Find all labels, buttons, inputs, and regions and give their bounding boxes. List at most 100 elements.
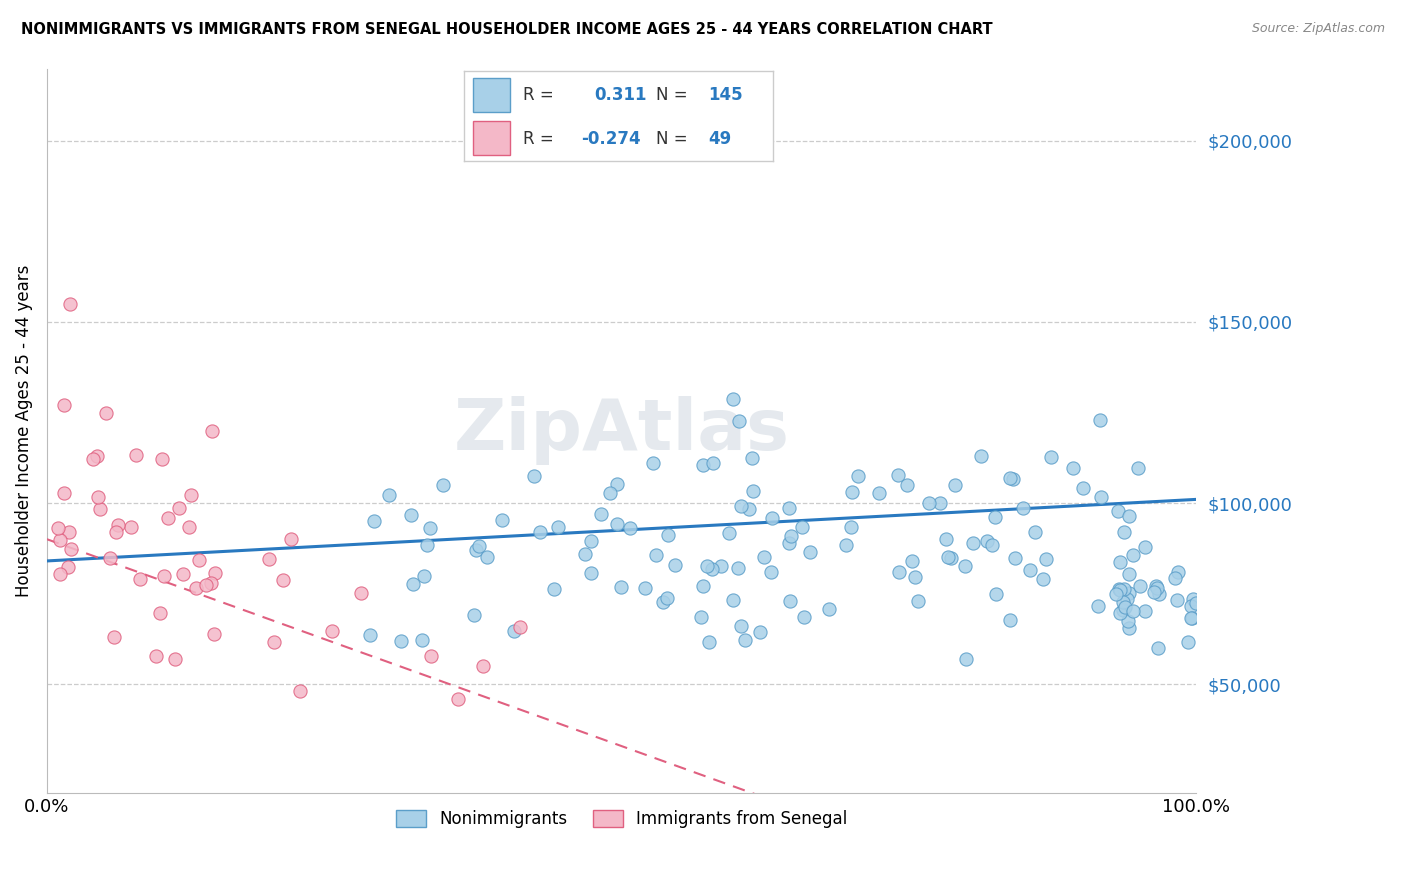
- Point: [690, 610, 713, 624]
- Text: NONIMMIGRANTS VS IMMIGRANTS FROM SENEGAL HOUSEHOLDER INCOME AGES 25 - 44 YEARS C: NONIMMIGRANTS VS IMMIGRANTS FROM SENEGAL…: [21, 22, 993, 37]
- Text: R =: R =: [523, 86, 554, 103]
- Point: [120, 520, 142, 534]
- Point: [697, 635, 720, 649]
- Point: [1144, 579, 1167, 593]
- Point: [1118, 566, 1140, 581]
- Point: [1181, 611, 1204, 625]
- Point: [472, 659, 495, 673]
- Point: [645, 548, 668, 562]
- Point: [1011, 500, 1033, 515]
- Point: [321, 624, 343, 638]
- Point: [1166, 593, 1188, 607]
- Point: [779, 536, 801, 550]
- Text: N =: N =: [655, 86, 688, 103]
- Point: [1114, 582, 1136, 597]
- Point: [204, 566, 226, 580]
- Point: [710, 559, 733, 574]
- Point: [201, 425, 224, 439]
- Point: [998, 470, 1021, 484]
- Point: [1004, 550, 1026, 565]
- Text: 49: 49: [709, 130, 731, 148]
- Point: [447, 692, 470, 706]
- Point: [1108, 582, 1130, 596]
- Point: [464, 542, 486, 557]
- Point: [664, 558, 686, 572]
- Point: [1129, 579, 1152, 593]
- Point: [1177, 635, 1199, 649]
- Point: [818, 601, 841, 615]
- Point: [841, 520, 863, 534]
- Text: R =: R =: [523, 130, 554, 148]
- Point: [468, 539, 491, 553]
- Point: [727, 561, 749, 575]
- Point: [1035, 551, 1057, 566]
- Point: [195, 578, 218, 592]
- Point: [463, 607, 485, 622]
- Point: [1133, 604, 1156, 618]
- Point: [799, 544, 821, 558]
- Point: [939, 551, 962, 566]
- Text: Source: ZipAtlas.com: Source: ZipAtlas.com: [1251, 22, 1385, 36]
- Point: [928, 496, 950, 510]
- Point: [273, 573, 295, 587]
- Point: [401, 508, 423, 523]
- Point: [790, 520, 813, 534]
- Point: [107, 518, 129, 533]
- Point: [589, 507, 612, 521]
- Point: [1115, 592, 1137, 607]
- Text: ZipAtlas: ZipAtlas: [454, 396, 790, 465]
- Point: [752, 550, 775, 565]
- Point: [761, 511, 783, 525]
- Point: [59, 297, 82, 311]
- Point: [619, 521, 641, 535]
- Point: [655, 591, 678, 606]
- Point: [1122, 548, 1144, 562]
- Point: [153, 568, 176, 582]
- Point: [741, 451, 763, 466]
- Point: [149, 607, 172, 621]
- Point: [509, 620, 531, 634]
- Point: [896, 478, 918, 492]
- Point: [82, 451, 104, 466]
- Point: [1147, 587, 1170, 601]
- Point: [180, 488, 202, 502]
- Point: [1107, 503, 1129, 517]
- Point: [1146, 582, 1168, 596]
- Point: [846, 469, 869, 483]
- Point: [378, 488, 401, 502]
- Point: [778, 501, 800, 516]
- Point: [953, 559, 976, 574]
- Point: [935, 532, 957, 546]
- Point: [1116, 615, 1139, 629]
- Point: [1040, 450, 1063, 464]
- Point: [1118, 586, 1140, 600]
- Point: [692, 579, 714, 593]
- Point: [96, 406, 118, 420]
- Text: 145: 145: [709, 86, 742, 103]
- Point: [56, 559, 79, 574]
- Point: [145, 648, 167, 663]
- Point: [721, 593, 744, 607]
- Point: [415, 538, 437, 552]
- Point: [900, 554, 922, 568]
- Point: [887, 566, 910, 580]
- Point: [419, 648, 441, 663]
- Point: [579, 566, 602, 581]
- Point: [606, 477, 628, 491]
- Point: [259, 551, 281, 566]
- Point: [1071, 481, 1094, 495]
- Point: [1182, 592, 1205, 607]
- Point: [692, 458, 714, 472]
- Point: [834, 538, 856, 552]
- Point: [172, 566, 194, 581]
- Point: [1062, 461, 1084, 475]
- Point: [188, 552, 211, 566]
- Point: [1105, 587, 1128, 601]
- Point: [263, 635, 285, 649]
- Text: 0.311: 0.311: [593, 86, 647, 103]
- Point: [734, 632, 756, 647]
- Point: [350, 586, 373, 600]
- Point: [721, 392, 744, 407]
- Point: [981, 539, 1004, 553]
- Point: [89, 501, 111, 516]
